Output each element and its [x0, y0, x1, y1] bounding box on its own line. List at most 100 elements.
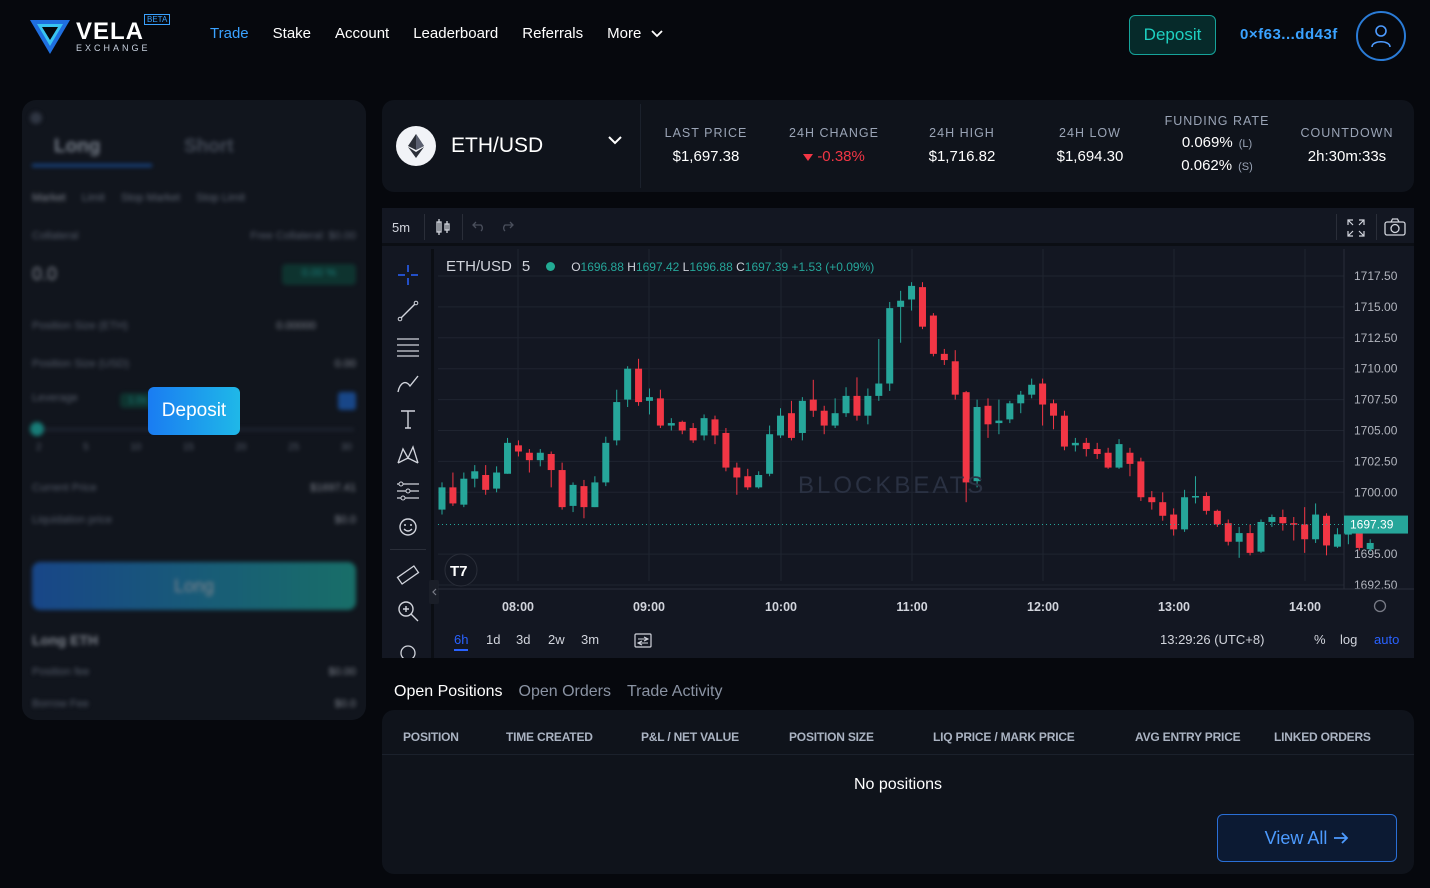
leverage-slider-handle[interactable] [30, 422, 44, 436]
chevron-left-icon [431, 588, 436, 596]
settings-gear-icon [1373, 599, 1387, 613]
nav-leaderboard[interactable]: Leaderboard [413, 25, 499, 42]
crosshair-tool[interactable] [396, 263, 420, 287]
chart-clock[interactable]: 13:29:26 (UTC+8) [1160, 632, 1265, 647]
view-all-button[interactable]: View All [1217, 814, 1397, 862]
range-1d[interactable]: 1d [486, 632, 501, 647]
pair-selector-label[interactable]: ETH/USD [451, 134, 544, 157]
toolbar-sep [1336, 214, 1337, 240]
range-6h[interactable]: 6h [454, 632, 469, 651]
chevron-down-icon[interactable] [608, 136, 622, 145]
candle-body [722, 432, 730, 468]
text-icon [401, 410, 415, 429]
fib-tool[interactable] [396, 335, 420, 359]
x-tick-label: 08:00 [502, 600, 534, 614]
candle-body [514, 445, 522, 452]
nav-more-label: More [607, 25, 642, 42]
candle-body [853, 395, 861, 416]
candle-body [897, 300, 905, 307]
fullscreen-icon[interactable] [1347, 219, 1365, 237]
status-dot [546, 262, 556, 271]
nav-stake[interactable]: Stake [272, 25, 311, 42]
order-type-stop-limit[interactable]: Stop Limit [196, 192, 246, 204]
pattern-tool[interactable] [396, 443, 420, 467]
candle-body [449, 487, 457, 504]
candle-body [602, 442, 610, 483]
collateral-pct-select[interactable]: 0.00 % [281, 264, 356, 285]
funding-long-tag: (L) [1238, 138, 1253, 150]
account-avatar[interactable] [1356, 11, 1406, 61]
position-size-eth-label: Position Size (ETH) [32, 320, 128, 332]
brush-tool[interactable] [396, 371, 420, 395]
order-type-limit[interactable]: Limit [81, 192, 105, 204]
last-price-tag [1344, 515, 1408, 534]
current-price-label: Current Price [32, 482, 97, 494]
zoom-tool[interactable] [396, 599, 420, 623]
goto-date-icon[interactable] [634, 632, 652, 648]
stat-24h-low: 24H LOW $1,694.30 [1038, 100, 1142, 192]
text-tool[interactable] [396, 407, 420, 431]
order-type-stop-market[interactable]: Stop Market [120, 192, 181, 204]
redo-icon[interactable] [500, 220, 514, 232]
scale-auto[interactable]: auto [1374, 632, 1400, 647]
deposit-button[interactable]: Deposit [1129, 15, 1216, 55]
order-panel-blurred-content: Long Short Market Limit Stop Market Stop… [22, 100, 366, 720]
deposit-overlay-button[interactable]: Deposit [148, 387, 240, 435]
tab-long[interactable]: Long [54, 136, 101, 157]
camera-icon[interactable] [1384, 218, 1406, 236]
col-position-size: POSITION SIZE [789, 730, 874, 744]
positions-tabs: Open Positions Open Orders Trade Activit… [394, 683, 722, 701]
range-2w[interactable]: 2w [548, 632, 565, 647]
nav-more[interactable]: More [607, 25, 663, 42]
candle-body [1159, 502, 1167, 516]
magnet-tool[interactable] [396, 641, 420, 658]
summary-title: Long ETH [32, 632, 99, 648]
candle-body [1268, 517, 1276, 522]
ohlc-open: 1696.88 [580, 259, 624, 274]
candle-body [875, 383, 883, 396]
candle-body [962, 392, 970, 483]
emoji-tool[interactable] [396, 515, 420, 539]
col-linked-orders: LINKED ORDERS [1274, 730, 1371, 744]
candle-body [886, 308, 894, 384]
candle-body [460, 478, 468, 505]
nav-account[interactable]: Account [335, 25, 390, 42]
submit-long-button[interactable]: Long [32, 562, 356, 610]
tab-short[interactable]: Short [184, 136, 234, 157]
nav-trade[interactable]: Trade [210, 25, 249, 42]
trendline-icon [397, 300, 419, 322]
y-tick-label: 1717.50 [1354, 269, 1398, 283]
candle-type-icon[interactable] [434, 218, 452, 236]
range-3d[interactable]: 3d [516, 632, 531, 647]
x-tick-label: 10:00 [765, 600, 797, 614]
candle-body [700, 418, 708, 436]
candlestick-plot[interactable]: 1717.50 1715.00 1712.50 1710.00 1707.50 1705.… [438, 249, 1414, 619]
trendline-tool[interactable] [396, 299, 420, 323]
timeframe-selector[interactable]: 5m [392, 220, 411, 235]
tab-open-orders[interactable]: Open Orders [518, 683, 611, 700]
wallet-address[interactable]: 0×f63...dd43f [1240, 26, 1338, 43]
ohlc-close-label: C [736, 259, 745, 274]
leverage-tick: 20 [235, 442, 247, 453]
pattern-icon [397, 445, 419, 464]
collapse-toolbar-button[interactable] [429, 580, 439, 604]
leverage-toggle[interactable] [338, 392, 356, 410]
candle-body [1323, 515, 1331, 546]
collateral-input[interactable]: 0.0 [32, 264, 58, 284]
tab-trade-activity[interactable]: Trade Activity [627, 683, 723, 700]
ruler-tool[interactable] [396, 563, 420, 587]
vela-logo[interactable]: VELA EXCHANGE BETA [28, 14, 178, 60]
range-3m[interactable]: 3m [581, 632, 600, 647]
prediction-tool[interactable] [396, 479, 420, 503]
candle-body [645, 397, 653, 401]
position-fee-value: $0.00 [328, 666, 356, 678]
nav-referrals[interactable]: Referrals [522, 25, 584, 42]
scale-log[interactable]: log [1340, 632, 1358, 647]
scale-percent[interactable]: % [1314, 632, 1326, 647]
candle-body [918, 287, 926, 327]
tab-open-positions[interactable]: Open Positions [394, 683, 503, 700]
order-type-market[interactable]: Market [32, 192, 66, 204]
candle-body [1224, 523, 1232, 542]
undo-icon[interactable] [472, 220, 486, 232]
candle-body [525, 452, 533, 461]
